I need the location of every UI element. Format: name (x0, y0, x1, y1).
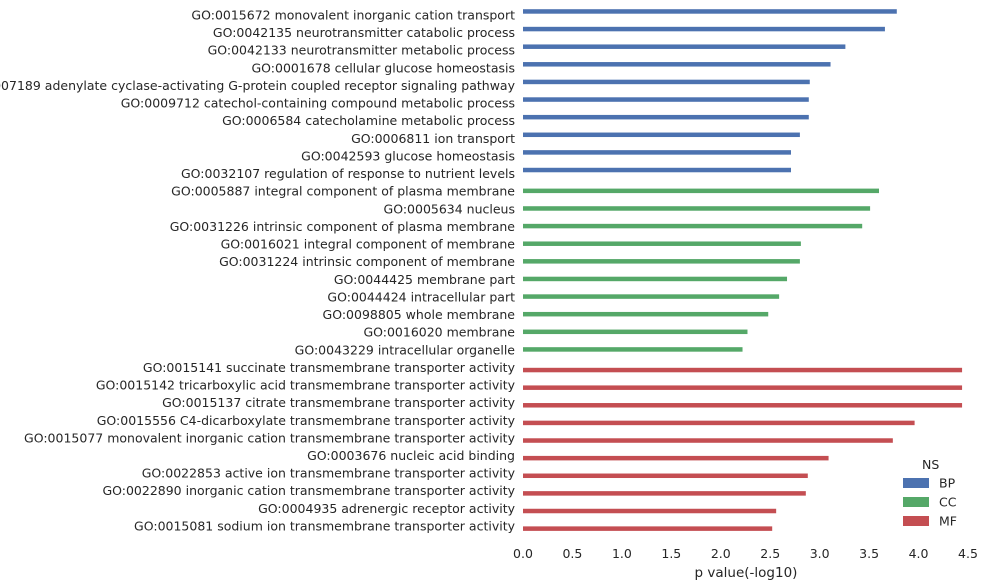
category-label: GO:0022890 inorganic cation transmembran… (102, 483, 515, 498)
bar-mf (523, 367, 963, 373)
bar-cc (523, 259, 800, 264)
category-label: GO:0042593 glucose homeostasis (301, 148, 515, 163)
category-label: GO:0015077 monovalent inorganic cation t… (24, 430, 516, 445)
bar-mf (523, 455, 829, 461)
bars-group (523, 9, 963, 531)
category-label: GO:0031226 intrinsic component of plasma… (170, 219, 516, 234)
legend-title: NS (922, 457, 939, 472)
category-label: GO:0016021 integral component of membran… (221, 237, 516, 252)
category-label: GO:0006584 catecholamine metabolic proce… (222, 113, 515, 128)
category-label: GO:0001678 cellular glucose homeostasis (251, 60, 515, 75)
category-label: GO:0005634 nucleus (384, 201, 515, 216)
bar-mf (523, 420, 915, 426)
bar-bp (523, 79, 810, 85)
bar-mf (523, 403, 963, 408)
legend-label-bp: BP (939, 476, 956, 491)
bar-bp (523, 114, 809, 120)
bar-mf (523, 491, 806, 496)
legend-label-cc: CC (939, 495, 957, 510)
category-label: GO:0015081 sodium ion transmembrane tran… (134, 518, 516, 533)
x-tick-label: 4.0 (909, 546, 929, 561)
category-label: GO:0004935 adrenergic receptor activity (258, 501, 515, 516)
category-label: GO:0005887 integral component of plasma … (171, 184, 515, 199)
category-label: GO:0006811 ion transport (351, 131, 515, 146)
category-label: GO:0031224 intrinsic component of membra… (219, 254, 515, 269)
category-label: GO:0044424 intracellular part (327, 289, 515, 304)
category-label: GO:0015142 tricarboxylic acid transmembr… (96, 378, 516, 393)
x-tick-label: 0.5 (562, 546, 582, 561)
category-label: GO:0042133 neurotransmitter metabolic pr… (208, 43, 515, 58)
bar-bp (523, 150, 791, 155)
bar-cc (523, 294, 780, 299)
legend-label-mf: MF (939, 514, 957, 529)
category-label: GO:0009712 catechol-containing compound … (121, 96, 515, 111)
bar-cc (523, 206, 871, 211)
bar-cc (523, 241, 801, 246)
bar-bp (523, 9, 897, 14)
category-label: GO:0015672 monovalent inorganic cation t… (191, 8, 515, 23)
category-label: GO:0016020 membrane (363, 325, 515, 340)
category-label: GO:0044425 membrane part (334, 272, 515, 287)
bar-mf (523, 526, 773, 531)
x-tick-label: 4.5 (958, 546, 978, 561)
bar-cc (523, 329, 748, 335)
bar-mf (523, 508, 777, 514)
x-tick-label: 3.5 (859, 546, 879, 561)
bar-mf (523, 438, 893, 443)
bar-cc (523, 188, 879, 194)
category-label: GO:0043229 intracellular organelle (295, 342, 516, 357)
x-tick-label: 3.0 (810, 546, 830, 561)
bar-cc (523, 276, 788, 282)
bar-cc (523, 223, 863, 229)
bar-bp (523, 97, 809, 102)
bar-mf (523, 385, 963, 390)
bar-bp (523, 167, 791, 173)
x-tick-label: 2.5 (760, 546, 780, 561)
bar-bp (523, 132, 800, 138)
bar-cc (523, 311, 769, 317)
x-tick-label: 1.5 (661, 546, 681, 561)
category-label: GO:0007189 adenylate cyclase-activating … (0, 78, 516, 93)
legend-swatch-cc (903, 497, 929, 507)
x-tick-labels: 0.0 0.5 1.0 1.5 2.0 2.5 3.0 3.5 4.0 4.5 (513, 546, 978, 561)
category-label: GO:0015556 C4-dicarboxylate transmembran… (97, 413, 516, 428)
bar-cc (523, 347, 743, 352)
legend-swatch-mf (903, 516, 929, 526)
x-tick-label: 2.0 (711, 546, 731, 561)
bar-bp (523, 44, 846, 49)
x-axis-label: p value(-log10) (695, 565, 798, 581)
category-labels: GO:0015672 monovalent inorganic cation t… (0, 8, 516, 534)
legend-swatch-bp (903, 478, 929, 488)
x-tick-label: 1.0 (612, 546, 632, 561)
category-label: GO:0022853 active ion transmembrane tran… (142, 466, 516, 481)
bar-bp (523, 62, 831, 67)
category-label: GO:0098805 whole membrane (323, 307, 516, 322)
category-label: GO:0042135 neurotransmitter catabolic pr… (213, 25, 515, 40)
legend: NS BP CC MF (903, 457, 957, 529)
category-label: GO:0015141 succinate transmembrane trans… (143, 360, 516, 375)
x-tick-label: 0.0 (513, 546, 533, 561)
category-label: GO:0003676 nucleic acid binding (307, 448, 515, 463)
bar-bp (523, 26, 885, 32)
bar-mf (523, 473, 808, 479)
category-label: GO:0032107 regulation of response to nut… (181, 166, 515, 181)
category-label: GO:0015137 citrate transmembrane transpo… (162, 395, 516, 410)
